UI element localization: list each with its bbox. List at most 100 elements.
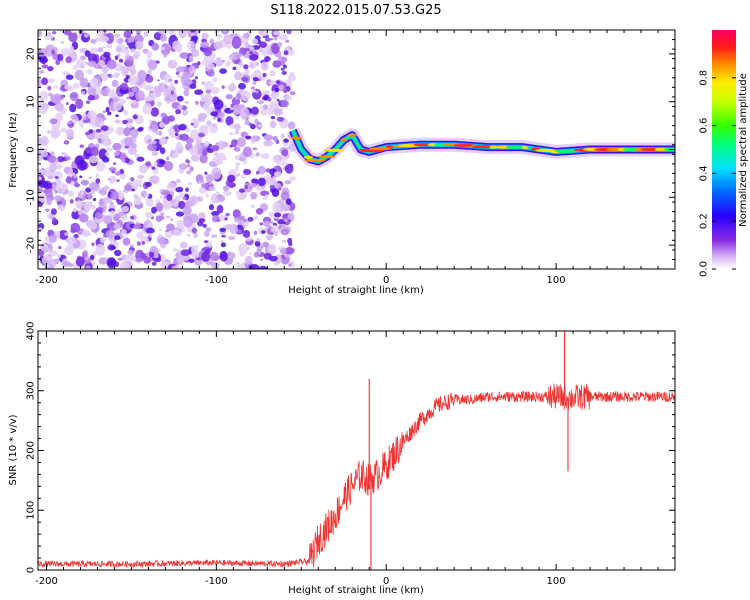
- noise-blob: [83, 33, 90, 38]
- noise-blob: [138, 184, 143, 188]
- noise-blob: [81, 90, 86, 96]
- noise-blob: [99, 121, 105, 126]
- noise-blob: [167, 127, 176, 135]
- noise-blob: [46, 198, 52, 206]
- noise-blob: [280, 99, 290, 108]
- noise-blob: [262, 104, 269, 110]
- noise-blob: [227, 169, 237, 176]
- noise-blob: [198, 132, 205, 138]
- noise-blob: [97, 138, 102, 144]
- track-hotspot: [347, 133, 357, 137]
- noise-blob: [203, 230, 210, 237]
- noise-blob: [131, 100, 137, 105]
- noise-blob: [274, 87, 280, 93]
- noise-blob: [38, 227, 43, 233]
- noise-blob: [38, 176, 42, 181]
- noise-blob: [190, 123, 194, 126]
- noise-blob: [87, 94, 95, 101]
- noise-blob: [80, 190, 85, 195]
- noise-blob: [102, 46, 107, 49]
- noise-blob: [179, 169, 184, 174]
- noise-blob: [84, 131, 90, 136]
- noise-blob: [183, 89, 190, 97]
- noise-blob: [111, 79, 119, 88]
- noise-blob: [250, 204, 255, 209]
- noise-blob: [264, 37, 271, 42]
- noise-blob: [253, 251, 260, 258]
- noise-blob: [280, 67, 285, 71]
- noise-blob: [238, 188, 246, 193]
- noise-blob: [223, 34, 232, 45]
- noise-blob: [286, 198, 292, 206]
- noise-blob: [114, 55, 119, 61]
- noise-blob: [266, 233, 273, 241]
- noise-blob: [111, 74, 115, 78]
- noise-blob: [95, 212, 103, 220]
- noise-blob: [263, 252, 272, 260]
- noise-blob: [114, 249, 122, 257]
- noise-blob: [68, 190, 74, 197]
- noise-blob: [79, 77, 89, 88]
- noise-blob: [185, 205, 189, 210]
- colorbar-gradient: [712, 30, 736, 269]
- noise-blob: [282, 239, 287, 243]
- noise-blob: [287, 121, 296, 130]
- noise-blob: [99, 236, 106, 244]
- noise-blob: [283, 50, 289, 56]
- noise-blob: [80, 124, 84, 128]
- noise-blob: [186, 170, 192, 175]
- noise-blob: [39, 136, 49, 147]
- noise-blob: [234, 123, 241, 131]
- track-hotspot: [535, 148, 556, 152]
- noise-blob: [268, 211, 274, 218]
- noise-blob: [228, 53, 236, 61]
- noise-blob: [129, 244, 134, 248]
- noise-blob: [87, 193, 92, 200]
- noise-blob: [179, 133, 189, 141]
- noise-blob: [171, 265, 182, 269]
- noise-blob: [203, 140, 210, 147]
- noise-speckle: [38, 30, 296, 269]
- noise-blob: [145, 86, 151, 90]
- noise-blob: [250, 135, 259, 143]
- noise-blob: [38, 250, 45, 257]
- noise-blob: [98, 35, 109, 43]
- noise-blob: [277, 161, 282, 166]
- noise-blob: [257, 100, 264, 105]
- noise-blob: [160, 243, 167, 249]
- noise-blob: [130, 128, 139, 139]
- noise-blob: [117, 209, 121, 213]
- colorbar-tick-label: 0.8: [699, 70, 710, 86]
- noise-blob: [275, 139, 280, 144]
- noise-blob: [85, 100, 91, 104]
- noise-blob: [92, 251, 97, 257]
- track-hotspot: [489, 145, 498, 149]
- noise-blob: [191, 49, 200, 57]
- noise-blob: [272, 136, 279, 141]
- noise-blob: [165, 215, 171, 219]
- noise-blob: [240, 90, 251, 102]
- noise-blob: [38, 180, 49, 188]
- noise-blob: [199, 196, 203, 200]
- noise-blob: [202, 224, 207, 228]
- colorbar-tick-label: 0.2: [699, 213, 710, 229]
- noise-blob: [146, 223, 154, 228]
- noise-blob: [287, 213, 294, 220]
- noise-blob: [116, 179, 120, 183]
- track-hotspot: [369, 147, 392, 151]
- noise-blob: [160, 212, 165, 216]
- noise-blob: [234, 261, 241, 266]
- noise-blob: [281, 156, 287, 162]
- noise-blob: [255, 152, 261, 157]
- y-tick-label: 300: [26, 381, 37, 400]
- noise-blob: [91, 204, 97, 210]
- noise-blob: [262, 241, 269, 248]
- noise-blob: [258, 124, 263, 128]
- noise-blob: [68, 263, 74, 267]
- noise-blob: [209, 38, 215, 45]
- noise-blob: [171, 59, 176, 64]
- noise-blob: [257, 165, 266, 175]
- noise-blob: [114, 171, 121, 176]
- noise-blob: [98, 60, 106, 68]
